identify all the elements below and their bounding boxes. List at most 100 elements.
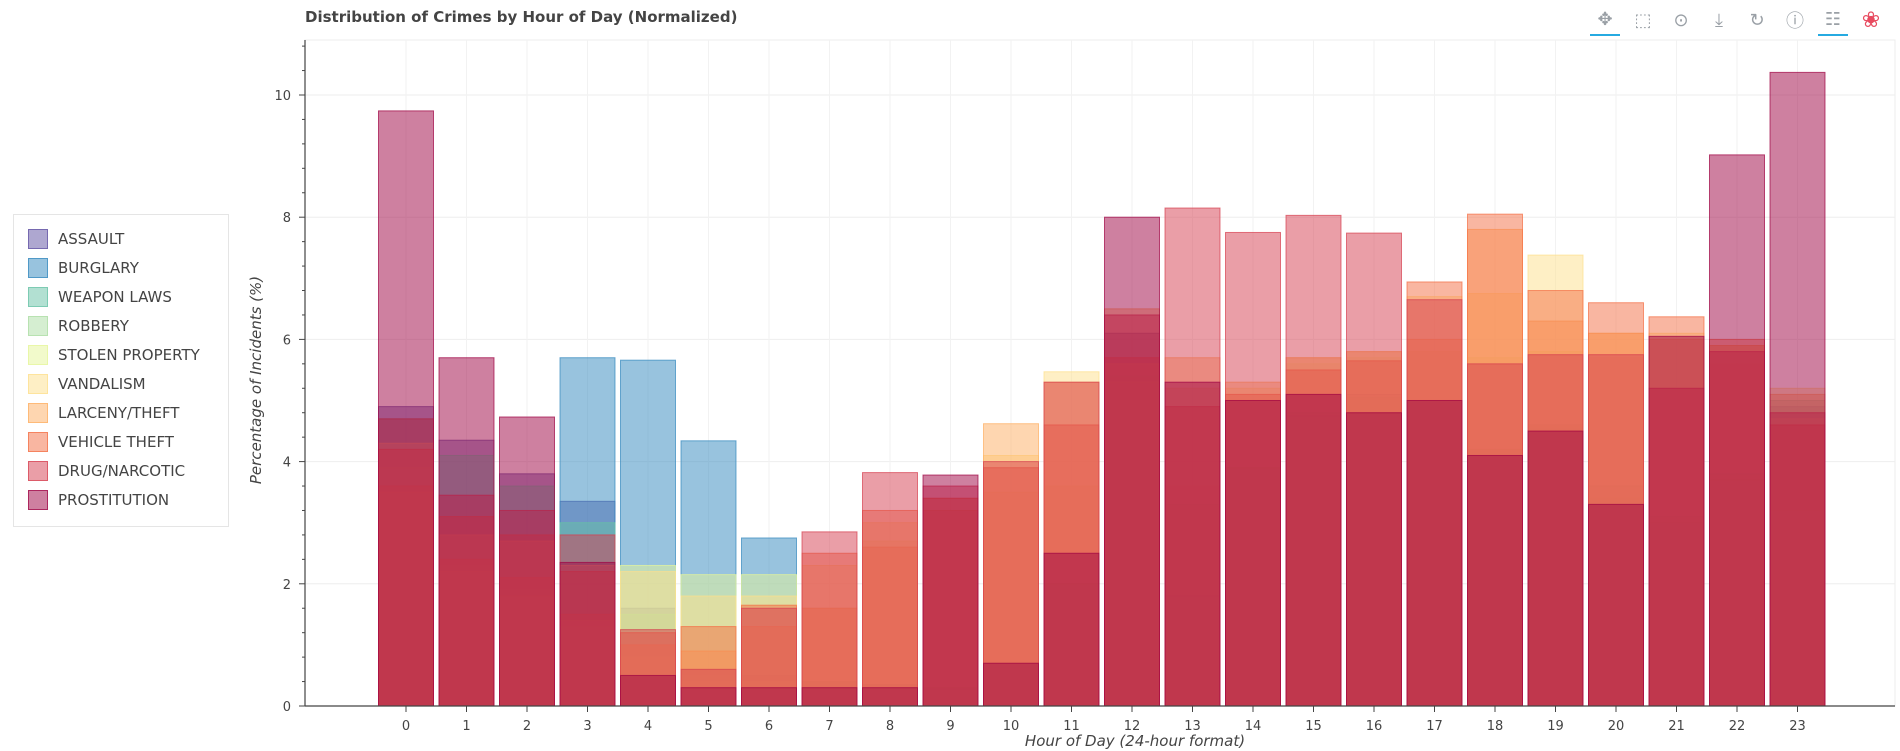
bar-prostitution-20 <box>1588 503 1644 707</box>
bar-prostitution-16 <box>1346 412 1402 707</box>
chart-legend: ASSAULT BURGLARY WEAPON LAWS ROBBERY STOLEN … <box>13 214 229 527</box>
pan-icon[interactable]: ✥ <box>1590 4 1620 36</box>
bar-prostitution-6 <box>741 687 797 707</box>
bar-drug-narcotic-7 <box>801 531 858 707</box>
x-tick-label: 19 <box>1547 719 1564 734</box>
x-tick-label: 21 <box>1668 719 1685 734</box>
x-tick-label: 17 <box>1426 719 1443 734</box>
legend-label: ROBBERY <box>58 317 129 335</box>
bar-prostitution-5 <box>680 687 737 707</box>
bar-prostitution-7 <box>801 687 858 707</box>
y-axis-label: Percentage of Incidents (%) <box>247 276 265 484</box>
y-tick-label: 8 <box>283 211 291 226</box>
legend-label: VEHICLE THEFT <box>58 433 174 451</box>
y-tick-label: 10 <box>274 89 291 104</box>
x-axis-label: Hour of Day (24-hour format) <box>1025 732 1245 750</box>
legend-swatch <box>28 229 48 249</box>
bar-prostitution-2 <box>499 416 555 707</box>
x-tick-label: 6 <box>765 719 773 734</box>
y-tick-label: 0 <box>283 700 291 715</box>
legend-item[interactable]: PROSTITUTION <box>28 490 169 510</box>
legend-label: ASSAULT <box>58 230 125 248</box>
bar-prostitution-13 <box>1164 381 1221 707</box>
legend-item[interactable]: STOLEN PROPERTY <box>28 345 200 365</box>
x-tick-label: 16 <box>1366 719 1383 734</box>
legend-label: VANDALISM <box>58 375 146 393</box>
legend-item[interactable]: WEAPON LAWS <box>28 287 172 307</box>
x-tick-label: 3 <box>583 719 591 734</box>
bar-prostitution-9 <box>922 474 979 707</box>
x-tick-label: 7 <box>825 719 833 734</box>
chart-title: Distribution of Crimes by Hour of Day (N… <box>305 8 738 26</box>
bar-prostitution-15 <box>1285 393 1342 707</box>
bar-prostitution-4 <box>620 674 676 707</box>
legend-swatch <box>28 403 48 423</box>
legend-item[interactable]: VANDALISM <box>28 374 146 394</box>
x-tick-label: 15 <box>1305 719 1322 734</box>
bar-prostitution-17 <box>1406 399 1463 707</box>
legend-swatch <box>28 432 48 452</box>
legend-swatch <box>28 374 48 394</box>
x-tick-label: 12 <box>1124 719 1141 734</box>
x-tick-label: 2 <box>523 719 531 734</box>
legend-item[interactable]: LARCENY/THEFT <box>28 403 179 423</box>
x-tick-label: 14 <box>1245 719 1262 734</box>
legend-label: WEAPON LAWS <box>58 288 172 306</box>
x-tick-label: 23 <box>1789 719 1806 734</box>
bokeh-logo-icon[interactable]: ❀ <box>1861 7 1881 33</box>
legend-label: LARCENY/THEFT <box>58 404 180 422</box>
legend-item[interactable]: DRUG/NARCOTIC <box>28 461 185 481</box>
help-icon[interactable]: ⓘ <box>1786 11 1804 32</box>
bar-prostitution-19 <box>1527 430 1584 707</box>
bar-prostitution-22 <box>1709 154 1765 707</box>
x-tick-label: 4 <box>644 719 652 734</box>
legend-swatch <box>28 490 48 510</box>
x-tick-label: 20 <box>1608 719 1625 734</box>
legend-item[interactable]: ROBBERY <box>28 316 129 336</box>
bar-prostitution-3 <box>559 561 616 707</box>
legend-swatch <box>28 258 48 278</box>
x-tick-label: 0 <box>402 719 410 734</box>
x-tick-label: 1 <box>462 719 470 734</box>
x-tick-label: 9 <box>946 719 954 734</box>
x-tick-label: 5 <box>704 719 712 734</box>
bar-drug-narcotic-8 <box>862 472 918 707</box>
box-zoom-icon[interactable]: ⬚ <box>1634 9 1652 31</box>
y-tick-label: 2 <box>283 578 291 593</box>
legend-item[interactable]: VEHICLE THEFT <box>28 432 174 452</box>
legend-swatch <box>28 345 48 365</box>
bar-prostitution-14 <box>1225 399 1281 707</box>
x-tick-label: 22 <box>1729 719 1746 734</box>
bar-prostitution-10 <box>983 662 1039 707</box>
legend-item[interactable]: ASSAULT <box>28 229 124 249</box>
x-tick-label: 13 <box>1184 719 1201 734</box>
x-tick-label: 18 <box>1487 719 1504 734</box>
bar-prostitution-21 <box>1648 335 1705 707</box>
legend-label: STOLEN PROPERTY <box>58 346 200 364</box>
wheel-zoom-icon[interactable]: ⊙ <box>1673 9 1689 31</box>
x-tick-label: 11 <box>1063 719 1080 734</box>
y-tick-label: 6 <box>283 333 291 348</box>
legend-label: BURGLARY <box>58 259 139 277</box>
bars-layer <box>378 71 1826 707</box>
bar-prostitution-1 <box>438 357 495 707</box>
bar-prostitution-12 <box>1104 216 1160 707</box>
y-tick-label: 4 <box>283 456 291 471</box>
legend-swatch <box>28 461 48 481</box>
save-icon[interactable]: ⤓ <box>1715 9 1723 31</box>
hover-icon[interactable]: ☷ <box>1818 4 1848 36</box>
bar-prostitution-18 <box>1467 454 1523 707</box>
legend-item[interactable]: BURGLARY <box>28 258 139 278</box>
bar-prostitution-0 <box>378 110 434 707</box>
bar-prostitution-23 <box>1769 71 1826 707</box>
x-tick-label: 10 <box>1003 719 1020 734</box>
legend-label: DRUG/NARCOTIC <box>58 462 186 480</box>
bar-prostitution-8 <box>862 687 918 707</box>
legend-swatch <box>28 287 48 307</box>
legend-label: PROSTITUTION <box>58 491 170 509</box>
reset-icon[interactable]: ↻ <box>1749 9 1765 31</box>
x-tick-label: 8 <box>886 719 894 734</box>
legend-swatch <box>28 316 48 336</box>
